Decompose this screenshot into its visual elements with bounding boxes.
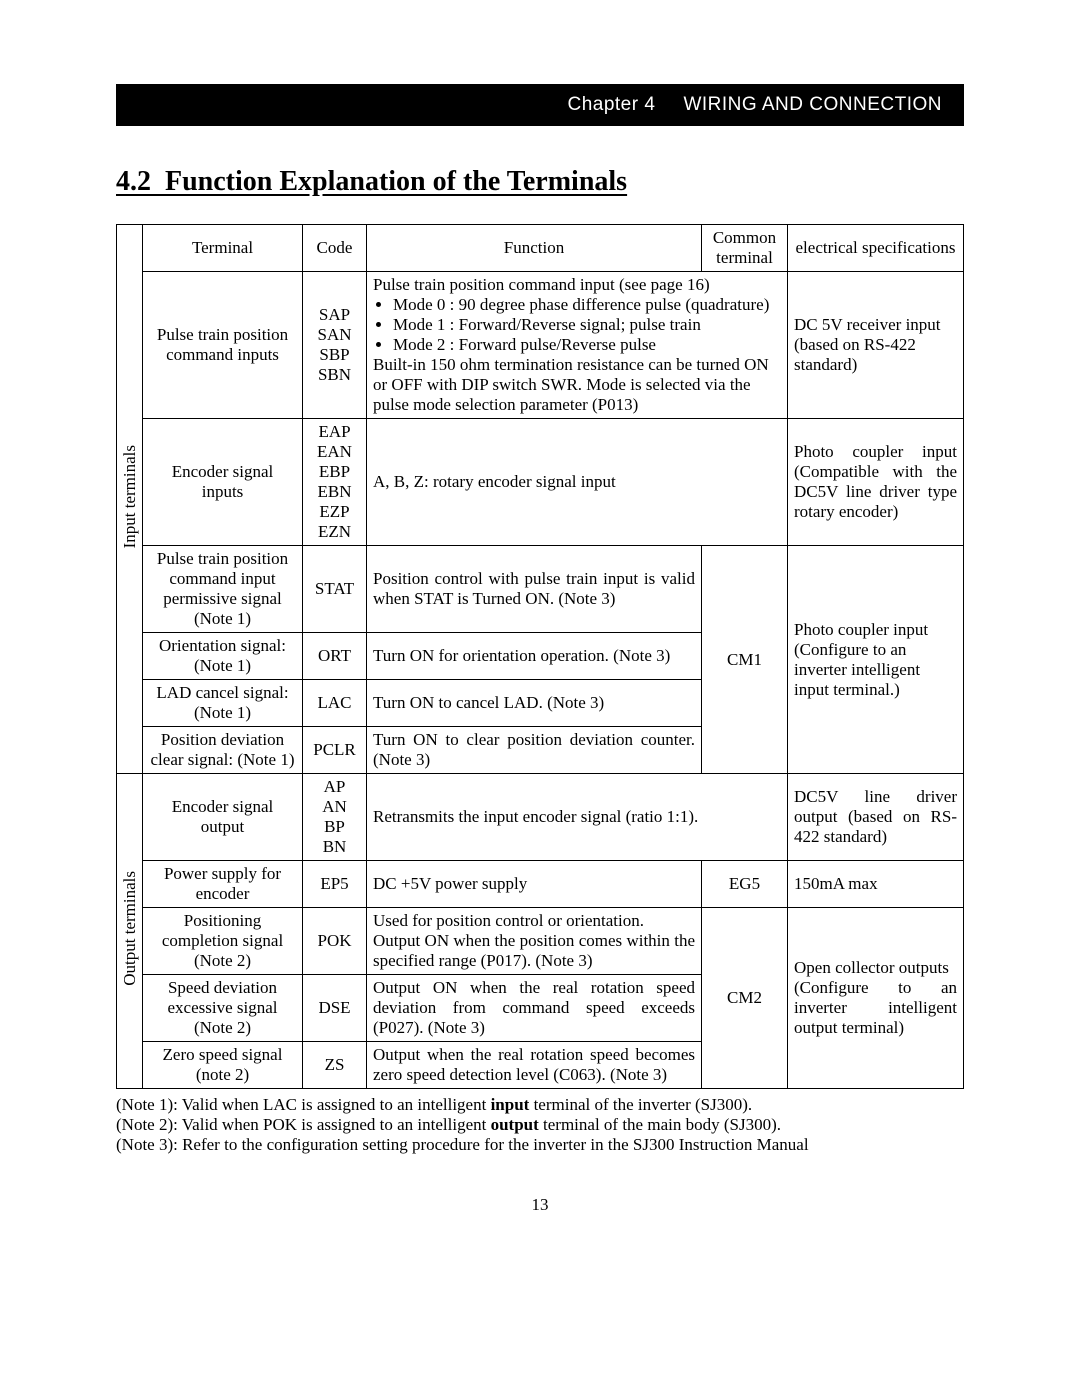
- th-code: Code: [303, 225, 367, 272]
- cell-spec: Photo coupler input (Compatible with the…: [788, 419, 964, 546]
- cell-terminal: Orientation signal: (Note 1): [143, 633, 303, 680]
- th-common: Common terminal: [702, 225, 788, 272]
- th-spec: electrical specifications: [788, 225, 964, 272]
- table-row: Output terminals Encoder signal output A…: [117, 774, 964, 861]
- cell-terminal: LAD cancel signal: (Note 1): [143, 680, 303, 727]
- cell-terminal: Zero speed signal (note 2): [143, 1042, 303, 1089]
- cell-spec: DC 5V receiver input (based on RS-422 st…: [788, 272, 964, 419]
- cell-spec: Photo coupler input (Configure to an inv…: [788, 546, 964, 774]
- note-2: (Note 2): Valid when POK is assigned to …: [116, 1115, 964, 1135]
- cell-function: Position control with pulse train input …: [367, 546, 702, 633]
- section-title-text: Function Explanation of the Terminals: [165, 166, 627, 197]
- cell-code: SAP SAN SBP SBN: [303, 272, 367, 419]
- cell-spec: Open collector outputs (Configure to an …: [788, 908, 964, 1089]
- cell-common: EG5: [702, 861, 788, 908]
- cell-code: STAT: [303, 546, 367, 633]
- th-terminal: Terminal: [143, 225, 303, 272]
- table-row: Power supply for encoder EP5 DC +5V powe…: [117, 861, 964, 908]
- cell-function: A, B, Z: rotary encoder signal input: [367, 419, 788, 546]
- cell-spec: 150mA max: [788, 861, 964, 908]
- mode-item: Mode 1 : Forward/Reverse signal; pulse t…: [393, 315, 781, 335]
- group-input-terminals: Input terminals: [117, 225, 143, 774]
- cell-function: Turn ON for orientation operation. (Note…: [367, 633, 702, 680]
- mode-item: Mode 0 : 90 degree phase difference puls…: [393, 295, 781, 315]
- cell-terminal: Encoder signal inputs: [143, 419, 303, 546]
- cell-function: Turn ON to clear position deviation coun…: [367, 727, 702, 774]
- cell-code: POK: [303, 908, 367, 975]
- cell-function: Output ON when the real rotation speed d…: [367, 975, 702, 1042]
- section-number: 4.2: [116, 166, 151, 197]
- mode-item: Mode 2 : Forward pulse/Reverse pulse: [393, 335, 781, 355]
- cell-common: CM1: [702, 546, 788, 774]
- cell-terminal: Encoder signal output: [143, 774, 303, 861]
- cell-common: CM2: [702, 908, 788, 1089]
- page-number: 13: [116, 1195, 964, 1215]
- cell-function: DC +5V power supply: [367, 861, 702, 908]
- table-row: Positioning completion signal (Note 2) P…: [117, 908, 964, 975]
- func-lead: Pulse train position command input (see …: [373, 275, 781, 295]
- cell-terminal: Pulse train position command input permi…: [143, 546, 303, 633]
- group-output-terminals: Output terminals: [117, 774, 143, 1089]
- chapter-header-bar: Chapter 4 WIRING AND CONNECTION: [116, 84, 964, 126]
- notes-block: (Note 1): Valid when LAC is assigned to …: [116, 1095, 964, 1155]
- note-1: (Note 1): Valid when LAC is assigned to …: [116, 1095, 964, 1115]
- cell-function: Used for position control or orientation…: [367, 908, 702, 975]
- cell-code: LAC: [303, 680, 367, 727]
- cell-terminal: Power supply for encoder: [143, 861, 303, 908]
- page: Chapter 4 WIRING AND CONNECTION 4.2 Func…: [0, 0, 1080, 1397]
- chapter-label: Chapter 4: [567, 94, 655, 116]
- terminals-table: Input terminals Terminal Code Function C…: [116, 224, 964, 1089]
- cell-terminal: Speed deviation excessive signal (Note 2…: [143, 975, 303, 1042]
- group-input-label: Input terminals: [120, 445, 140, 548]
- cell-code: ZS: [303, 1042, 367, 1089]
- cell-function: Turn ON to cancel LAD. (Note 3): [367, 680, 702, 727]
- section-heading: 4.2 Function Explanation of the Terminal…: [116, 166, 964, 198]
- cell-function: Retransmits the input encoder signal (ra…: [367, 774, 788, 861]
- cell-code: EAP EAN EBP EBN EZP EZN: [303, 419, 367, 546]
- func-tail: Built-in 150 ohm termination resistance …: [373, 355, 781, 415]
- table-header-row: Input terminals Terminal Code Function C…: [117, 225, 964, 272]
- chapter-title: WIRING AND CONNECTION: [683, 94, 942, 116]
- func-mode-list: Mode 0 : 90 degree phase difference puls…: [373, 295, 781, 355]
- cell-code: PCLR: [303, 727, 367, 774]
- th-function: Function: [367, 225, 702, 272]
- group-output-label: Output terminals: [120, 871, 140, 986]
- cell-terminal: Pulse train position command inputs: [143, 272, 303, 419]
- table-row: Pulse train position command input permi…: [117, 546, 964, 633]
- cell-function: Pulse train position command input (see …: [367, 272, 788, 419]
- cell-code: ORT: [303, 633, 367, 680]
- cell-code: EP5: [303, 861, 367, 908]
- cell-code: DSE: [303, 975, 367, 1042]
- cell-code: AP AN BP BN: [303, 774, 367, 861]
- cell-terminal: Positioning completion signal (Note 2): [143, 908, 303, 975]
- note-3: (Note 3): Refer to the configuration set…: [116, 1135, 964, 1155]
- cell-spec: DC5V line driver output (based on RS-422…: [788, 774, 964, 861]
- cell-function: Output when the real rotation speed beco…: [367, 1042, 702, 1089]
- table-row: Pulse train position command inputs SAP …: [117, 272, 964, 419]
- cell-terminal: Position deviation clear signal: (Note 1…: [143, 727, 303, 774]
- table-row: Encoder signal inputs EAP EAN EBP EBN EZ…: [117, 419, 964, 546]
